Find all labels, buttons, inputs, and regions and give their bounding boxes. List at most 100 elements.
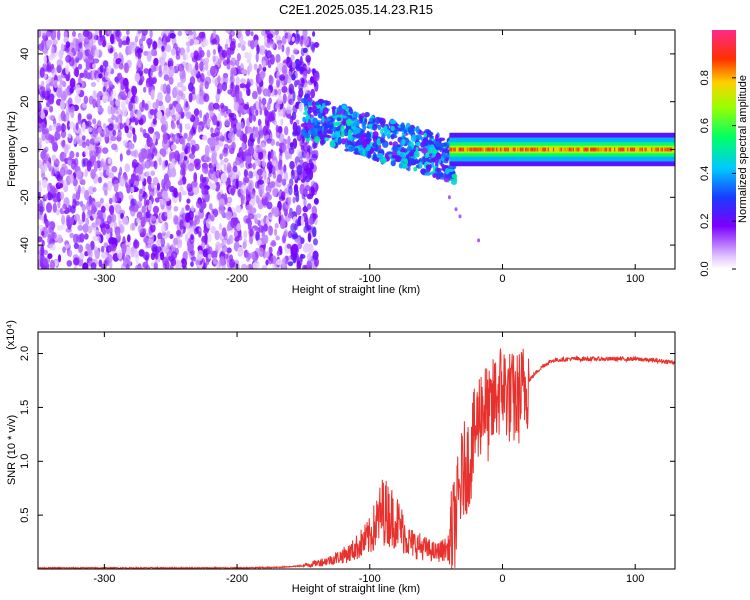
spectrogram-cell (292, 243, 299, 254)
spectrogram-cell (179, 155, 183, 164)
spectrogram-cell (567, 147, 569, 152)
spectrogram-cell (255, 100, 259, 109)
spectrogram-cell (267, 111, 274, 122)
spectrogram-cell (152, 102, 158, 109)
spectrogram-cell (252, 114, 256, 122)
spectrogram-cell (258, 225, 265, 233)
spectrogram-cell (531, 147, 534, 152)
spectrogram-cell (250, 40, 255, 50)
spectrogram-cell (153, 160, 158, 170)
spectrogram-cell (110, 90, 117, 98)
spectrogram-cell (137, 51, 142, 61)
spectrogram-cell (257, 130, 265, 136)
spectrogram-cell (547, 147, 549, 152)
spectrogram-cell (429, 135, 434, 139)
spectrogram-cell (378, 117, 384, 124)
spectrogram-cell (112, 129, 117, 136)
spectrogram-cell (391, 155, 398, 159)
spectrogram-cell (78, 132, 83, 141)
spectrogram-cell (101, 39, 107, 48)
spectrogram-cell (258, 151, 264, 160)
spectrogram-cell (83, 37, 90, 45)
spectrogram-cell (230, 81, 234, 90)
spectrogram-cell (544, 147, 547, 152)
spectrogram-cell (281, 44, 285, 53)
spectrogram-cell (137, 58, 142, 68)
spectrogram-cell (130, 44, 135, 54)
spectrogram-cell (258, 99, 262, 110)
spectrogram-cell (171, 133, 176, 143)
spectrogram-cell (182, 52, 189, 61)
spectrogram-cell (406, 146, 413, 152)
spectrogram-cell (68, 173, 75, 184)
spectrogram-cell (136, 109, 142, 120)
spectrogram-cell (410, 134, 417, 142)
spectrogram-cell (636, 147, 638, 152)
spectrogram-cell (134, 96, 139, 104)
spectrogram-cell (164, 211, 168, 217)
spectrogram-cell (233, 230, 238, 238)
spectrogram-cell (320, 139, 326, 145)
spectrogram-cell (180, 93, 186, 100)
spectrogram-cell (269, 180, 276, 188)
spectrogram-cell (317, 131, 323, 136)
colorbar-tick-label: 0.2 (699, 214, 711, 229)
spectrogram-cell (361, 121, 367, 126)
spectrogram-cell (575, 147, 577, 152)
spectrogram-cell (188, 92, 193, 103)
spectrogram-cell (210, 183, 217, 191)
spectrogram-cell (87, 127, 93, 133)
spectrogram-cell (100, 263, 107, 269)
spectrogram-cell (65, 243, 70, 249)
spectrogram-cell (542, 147, 544, 152)
spectrogram-cell (444, 173, 451, 178)
spectrogram-cell (241, 45, 246, 51)
spectrogram-cell (502, 147, 504, 152)
spectrogram-cell (129, 223, 136, 231)
spectrogram-cell (203, 155, 207, 161)
spectrogram-cell (507, 147, 510, 152)
spectrogram-cell (230, 120, 234, 129)
spectrogram-cell (138, 69, 144, 77)
spectrogram-cell (288, 147, 295, 155)
spectrogram-cell (436, 170, 443, 178)
spectrogram-cell (230, 67, 234, 74)
spectrogram-cell (216, 121, 220, 127)
spectrogram-cell (469, 147, 471, 152)
spectrogram-cell (445, 157, 449, 162)
spectrogram-cell (376, 153, 384, 159)
spectrogram-cell (560, 147, 563, 152)
spectrogram-cell (146, 175, 152, 185)
spectrogram-cell (271, 159, 276, 166)
y-tick-label: -40 (19, 237, 31, 253)
spectrogram-cell (73, 233, 79, 244)
spectrogram-cell (307, 232, 312, 243)
spectrogram-cell (194, 158, 201, 165)
spectrogram-cell (87, 31, 93, 40)
spectrogram-cell (225, 108, 232, 115)
spectrogram-cell (185, 204, 190, 211)
spectrogram-cell (464, 147, 466, 152)
spectrogram-cell (296, 79, 300, 86)
spectrogram-cell (123, 139, 128, 147)
spectrogram-cell (100, 245, 105, 253)
spectrogram-cell (146, 136, 153, 148)
spectrogram-cell (93, 161, 98, 172)
spectrogram-cell (239, 90, 243, 101)
spectrogram-cell (232, 178, 239, 189)
spectrogram-cell (125, 117, 130, 126)
spectrogram-cell (212, 48, 216, 56)
spectrogram-cell (43, 48, 49, 56)
spectrogram-cell (52, 202, 57, 213)
spectrogram-cell (340, 115, 347, 119)
spectrogram-cell (633, 147, 636, 152)
spectrogram-cell (621, 147, 624, 152)
spectrogram-cell (431, 161, 435, 168)
spectrogram-cell (292, 48, 298, 54)
spectrogram-cell (161, 190, 169, 200)
spectrogram-cell (111, 236, 115, 245)
spectrogram-cell (59, 183, 64, 189)
spectrogram-cell (232, 165, 238, 173)
spectrogram-cell (139, 119, 144, 126)
spectrogram-cell (289, 142, 294, 148)
